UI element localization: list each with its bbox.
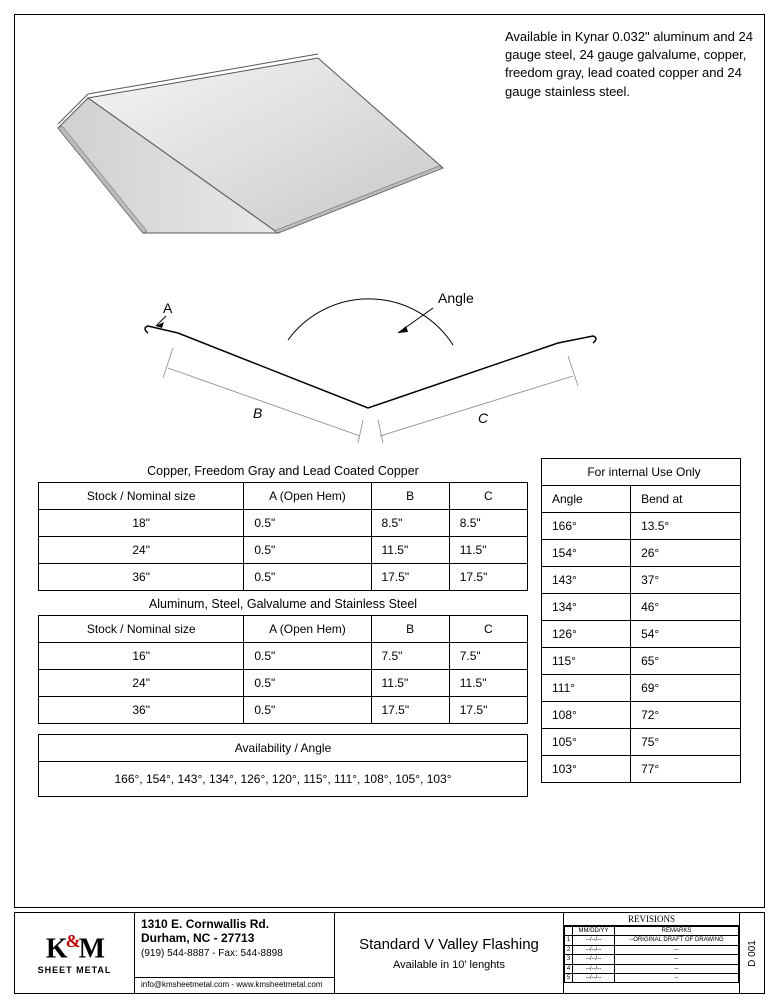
table-row: 115°65° xyxy=(542,648,741,675)
table-row: 36"0.5"17.5"17.5" xyxy=(39,564,528,591)
description-text: Available in Kynar 0.032" aluminum and 2… xyxy=(505,28,755,101)
table-row: 103°77° xyxy=(542,756,741,783)
table-row: 36"0.5"17.5"17.5" xyxy=(39,697,528,724)
table-row: 18"0.5"8.5"8.5" xyxy=(39,510,528,537)
table1-caption: Copper, Freedom Gray and Lead Coated Cop… xyxy=(38,464,528,478)
table-row: 154°26° xyxy=(542,540,741,567)
c-label: C xyxy=(478,410,489,426)
b-label: B xyxy=(253,405,262,421)
table-row: 134°46° xyxy=(542,594,741,621)
address-block: 1310 E. Cornwallis Rd.Durham, NC - 27713… xyxy=(135,913,335,993)
table-row: 166°13.5° xyxy=(542,513,741,540)
table-row: 126°54° xyxy=(542,621,741,648)
title-block: K&M SHEET METAL 1310 E. Cornwallis Rd.Du… xyxy=(14,912,765,994)
page: Available in Kynar 0.032" aluminum and 2… xyxy=(0,0,779,1008)
table-row: 24"0.5"11.5"11.5" xyxy=(39,670,528,697)
page-number: D 001 xyxy=(740,913,764,993)
a-label: A xyxy=(163,300,173,316)
table-row: 111°69° xyxy=(542,675,741,702)
tables-area: Copper, Freedom Gray and Lead Coated Cop… xyxy=(38,458,741,797)
table-row: 105°75° xyxy=(542,729,741,756)
table2: Stock / Nominal sizeA (Open Hem)BC 16"0.… xyxy=(38,615,528,724)
availability-table: Availability / Angle 166°, 154°, 143°, 1… xyxy=(38,734,528,797)
revisions-block: REVISIONS MM/DD/YYREMARKS 1--/--/----ORI… xyxy=(564,913,740,993)
isometric-drawing xyxy=(48,38,448,258)
table-row: 143°37° xyxy=(542,567,741,594)
table-row: 108°72° xyxy=(542,702,741,729)
table-row: 16"0.5"7.5"7.5" xyxy=(39,643,528,670)
table2-caption: Aluminum, Steel, Galvalume and Stainless… xyxy=(38,597,528,611)
table-row: 24"0.5"11.5"11.5" xyxy=(39,537,528,564)
angle-label: Angle xyxy=(438,290,474,306)
internal-table: For internal Use Only AngleBend at 166°1… xyxy=(541,458,741,783)
drawing-title: Standard V Valley Flashing Available in … xyxy=(335,913,564,993)
company-logo: K&M SHEET METAL xyxy=(15,913,135,993)
content: Available in Kynar 0.032" aluminum and 2… xyxy=(18,18,761,904)
profile-drawing: Angle A B C xyxy=(118,278,638,448)
table1: Stock / Nominal sizeA (Open Hem)BC 18"0.… xyxy=(38,482,528,591)
